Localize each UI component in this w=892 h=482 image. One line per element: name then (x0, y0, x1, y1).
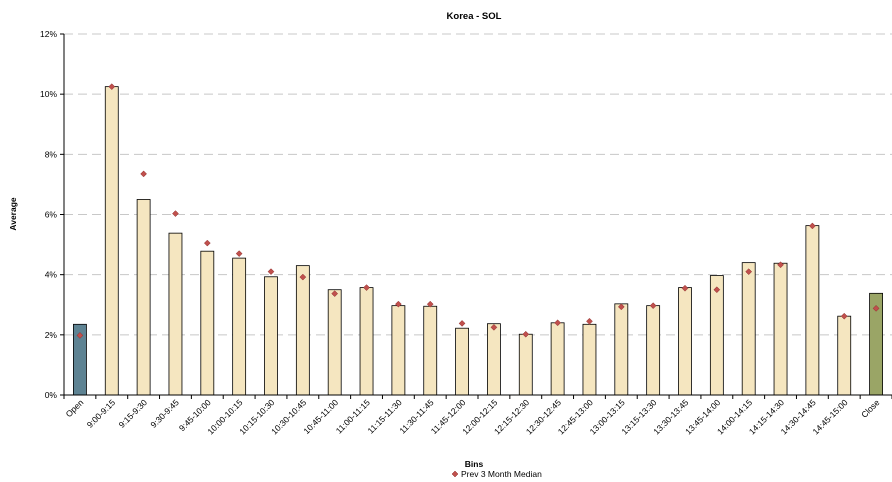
legend-diamond-icon (451, 470, 459, 478)
bar (104, 86, 119, 396)
bar (646, 305, 661, 396)
bar (805, 225, 820, 396)
y-tick-label: 0% (45, 390, 58, 400)
median-marker (363, 284, 370, 291)
median-marker (203, 239, 211, 247)
bar (518, 333, 533, 396)
y-tick-label: 8% (45, 149, 58, 159)
median-marker (872, 305, 880, 312)
median-marker (426, 300, 434, 308)
median-marker (458, 320, 466, 327)
bar (168, 232, 183, 396)
y-tick-label: 12% (40, 29, 57, 39)
median-marker (172, 210, 179, 217)
bar (550, 322, 565, 396)
median-marker (713, 286, 721, 294)
x-ticks: Open 9:00-9:15 9:15-9:30 9:30-9:459:45-10:0… (63, 395, 892, 436)
median-markers (76, 83, 880, 339)
x-tick-label: 9:00-9:15 (85, 397, 118, 430)
y-tick-label: 2% (45, 330, 58, 340)
bar (614, 303, 629, 396)
bar (136, 199, 151, 396)
median-marker (331, 290, 339, 297)
x-axis-label: Bins (465, 459, 484, 469)
bar (773, 262, 788, 396)
median-marker (586, 317, 593, 325)
bar (837, 315, 852, 396)
median-marker (617, 303, 625, 311)
median-marker (490, 323, 498, 331)
bar (678, 287, 692, 396)
legend-label: Prev 3 Month Median (461, 469, 542, 479)
y-tick-label: 6% (45, 210, 58, 220)
median-marker (809, 222, 816, 230)
x-tick-label: 9:15-9:30 (117, 397, 150, 430)
bar (200, 250, 215, 396)
median-marker (681, 284, 689, 292)
median-marker (235, 250, 243, 257)
bar (487, 323, 501, 396)
median-marker (267, 268, 275, 276)
x-tick-label: Open (64, 397, 86, 419)
median-marker (840, 312, 848, 320)
y-ticks: 0% 2% 4% 6% 8% 10% 12% (40, 29, 64, 400)
median-marker (395, 300, 402, 308)
bar (709, 275, 724, 396)
bar (327, 289, 342, 396)
median-marker (777, 261, 784, 269)
bar (455, 327, 469, 396)
median-marker (299, 273, 307, 281)
bar (359, 287, 374, 396)
bar (423, 305, 438, 396)
y-axis-label: Average (8, 197, 18, 231)
bar (264, 276, 278, 396)
bar (295, 265, 310, 396)
chart-title: Korea - SOL (447, 11, 502, 22)
y-tick-label: 10% (40, 89, 57, 99)
median-marker (649, 302, 657, 310)
median-marker (554, 319, 561, 327)
x-tick-label: 9:30-9:45 (148, 397, 181, 430)
median-marker (522, 330, 530, 338)
median-marker (108, 83, 116, 90)
bar (582, 323, 597, 396)
median-marker (745, 268, 753, 276)
y-tick-label: 4% (45, 270, 58, 280)
median-marker (76, 332, 84, 339)
median-marker (140, 170, 147, 178)
bars (73, 86, 883, 396)
bar (232, 257, 247, 396)
legend: Prev 3 Month Median (451, 469, 542, 479)
bar (391, 305, 406, 396)
grid (64, 33, 892, 336)
bar (741, 262, 756, 396)
x-tick-label: Close (859, 397, 882, 420)
